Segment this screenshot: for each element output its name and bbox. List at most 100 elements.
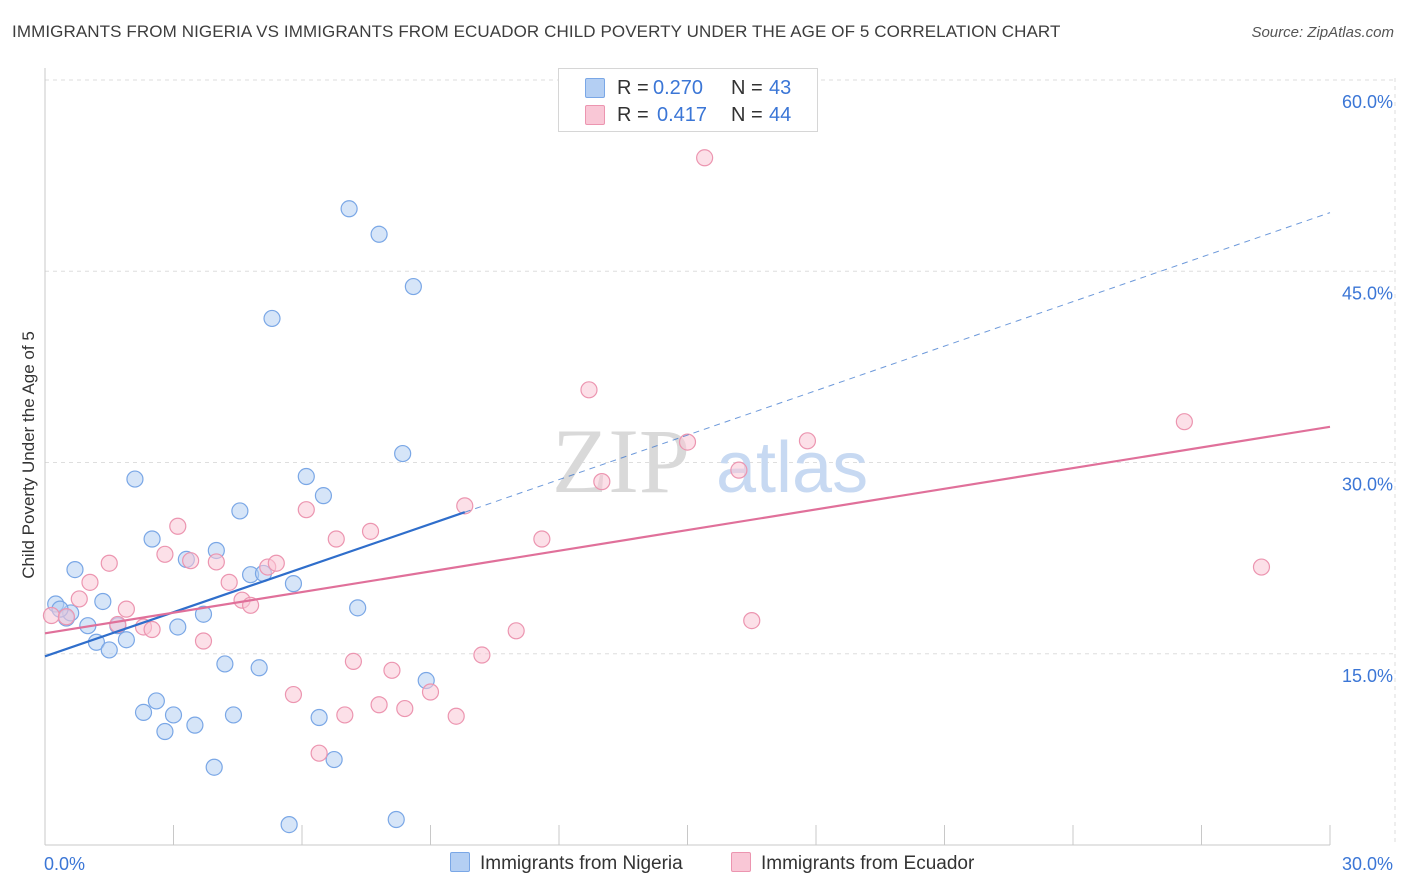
point-ecuador [42,606,61,625]
point-ecuador [81,573,99,591]
trend-line-ecuador [44,425,1331,635]
point-ecuador [678,433,697,451]
point-nigeria [164,706,183,724]
point-nigeria [169,618,187,636]
trend-line-nigeria [44,511,466,658]
point-nigeria [224,706,243,724]
bottom-legend-swatch-nigeria [450,852,470,872]
legend-r-label: R = [617,77,649,99]
point-ecuador [580,381,598,399]
point-nigeria [297,467,315,486]
point-nigeria [156,722,174,741]
point-nigeria [143,530,161,548]
watermark: ZIP atlas [552,410,868,512]
point-ecuador [361,522,380,540]
bottom-legend-swatch-ecuador [731,852,751,872]
point-nigeria [314,487,333,505]
y-tick-label: 30.0% [1342,475,1393,495]
point-ecuador [456,497,474,515]
point-ecuador [533,530,551,548]
tick-labels: 15.0% 30.0% 45.0% 60.0% 0.0% 30.0% [44,92,1393,874]
legend-swatch-nigeria [585,78,605,98]
axes [44,68,1331,846]
point-ecuador [194,632,213,650]
point-nigeria [340,200,358,218]
point-ecuador [696,149,714,167]
y-axis-label: Child Poverty Under the Age of 5 [19,331,38,579]
watermark-zip: ZIP [552,410,690,512]
point-nigeria [263,309,281,328]
point-nigeria [284,575,303,593]
chart-title: IMMIGRANTS FROM NIGERIA VS IMMIGRANTS FR… [12,22,1061,41]
point-ecuador [220,573,238,591]
point-nigeria [387,810,405,829]
point-ecuador [156,545,174,563]
point-ecuador [143,620,161,639]
legend-r-value-ecuador: 0.417 [657,104,708,126]
point-ecuador [798,432,817,450]
point-ecuador [310,744,328,762]
point-ecuador [284,685,303,704]
legend-n-value-nigeria: 43 [769,77,792,99]
point-ecuador [70,590,88,608]
point-ecuador [344,652,362,671]
point-ecuador [421,683,440,701]
point-ecuador [507,622,525,640]
point-nigeria [126,470,144,488]
data-points [42,149,1271,834]
legend-swatch-ecuador [585,105,605,125]
bottom-legend-nigeria: Immigrants from Nigeria [450,852,683,875]
point-ecuador [473,646,491,664]
point-nigeria [310,708,328,727]
point-ecuador [383,661,401,679]
point-ecuador [182,552,200,570]
bottom-legend-label-nigeria: Immigrants from Nigeria [480,853,683,874]
point-nigeria [280,815,298,834]
point-ecuador [327,530,345,548]
legend-n-value-ecuador: 44 [769,104,792,126]
point-ecuador [336,706,354,724]
point-nigeria [134,703,153,722]
point-ecuador [117,600,135,618]
legend-n-label: N = [731,104,763,126]
point-nigeria [231,502,249,520]
point-ecuador [57,608,76,626]
point-ecuador [297,501,315,519]
y-tick-label: 45.0% [1342,283,1393,303]
point-nigeria [117,631,135,649]
legend-r-value-nigeria: 0.270 [653,77,704,99]
point-nigeria [349,599,367,617]
point-ecuador [100,554,118,572]
point-ecuador [1252,558,1271,576]
point-ecuador [169,517,187,535]
point-nigeria [186,716,204,734]
point-nigeria [216,655,234,673]
point-ecuador [1175,413,1193,431]
point-ecuador [743,611,761,630]
bottom-legend-label-ecuador: Immigrants from Ecuador [761,853,975,874]
point-nigeria [394,444,412,463]
point-nigeria [370,225,388,243]
bottom-legend-ecuador: Immigrants from Ecuador [731,852,974,875]
point-ecuador [267,554,285,572]
x-tick-label: 30.0% [1342,854,1393,874]
point-ecuador [730,461,748,479]
point-nigeria [250,659,268,677]
legend-r-label: R = [617,104,649,126]
trend-line-nigeria-extension [464,212,1331,513]
y-tick-label: 60.0% [1342,92,1393,112]
legend-n-label: N = [731,77,763,99]
legend: R = 0.270 N = 43 R = 0.417 N = 44 [558,68,818,132]
point-nigeria [205,758,223,776]
source-label: Source: ZipAtlas.com [1251,24,1394,41]
point-nigeria [100,641,118,659]
point-nigeria [94,592,112,611]
point-ecuador [396,699,414,718]
point-ecuador [370,696,388,714]
point-nigeria [66,560,84,579]
y-tick-label: 15.0% [1342,666,1393,686]
point-nigeria [194,605,213,623]
trend-lines [44,212,1331,658]
point-nigeria [147,692,165,710]
